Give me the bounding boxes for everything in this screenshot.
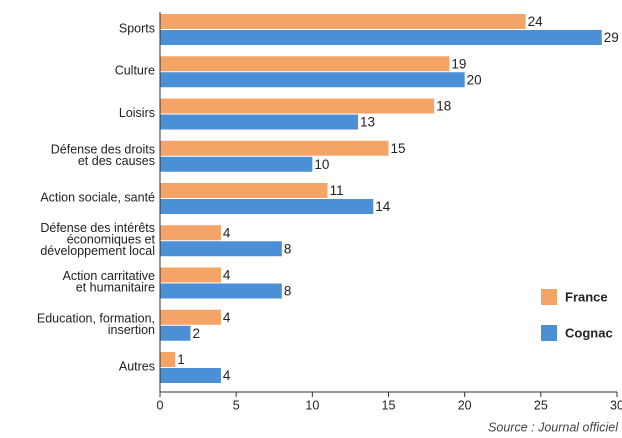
value-label: 4 xyxy=(223,225,231,240)
y-tick-label: insertion xyxy=(108,323,155,337)
bar xyxy=(160,309,221,325)
bar xyxy=(160,30,602,45)
bar xyxy=(160,183,328,198)
legend-swatch xyxy=(541,325,557,341)
value-label: 19 xyxy=(451,56,466,71)
bar xyxy=(160,283,282,299)
value-label: 29 xyxy=(604,30,619,45)
legend-label: Cognac xyxy=(565,325,613,340)
bar xyxy=(160,114,359,130)
value-label: 8 xyxy=(284,241,292,256)
y-tick-label: Action carritative xyxy=(63,269,155,283)
value-label: 4 xyxy=(223,310,231,325)
value-label: 15 xyxy=(391,141,406,156)
value-label: 10 xyxy=(314,157,329,172)
value-label: 24 xyxy=(528,14,544,29)
bar xyxy=(160,267,221,283)
value-label: 2 xyxy=(192,326,200,341)
value-label: 11 xyxy=(330,183,344,198)
y-tick-label: et des causes xyxy=(78,154,155,168)
legend-label: France xyxy=(565,289,608,304)
y-tick-label: Education, formation, xyxy=(37,311,155,325)
legend-swatch xyxy=(541,289,557,305)
bar xyxy=(160,56,450,72)
x-tick-label: 10 xyxy=(305,398,319,412)
value-label: 20 xyxy=(467,72,482,87)
y-tick-label: Culture xyxy=(115,64,155,78)
x-tick-label: 5 xyxy=(233,398,240,412)
value-label: 8 xyxy=(284,284,292,299)
x-tick-label: 15 xyxy=(382,398,396,412)
bar xyxy=(160,241,282,257)
bar xyxy=(160,325,191,341)
bar xyxy=(160,98,435,114)
bar xyxy=(160,140,389,156)
y-tick-label: économiques et xyxy=(67,233,156,247)
y-tick-label: Défense des intérêts xyxy=(40,221,155,235)
source: Source : Journal officiel xyxy=(488,420,619,434)
x-tick-label: 0 xyxy=(157,398,164,412)
bar xyxy=(160,72,465,88)
x-tick-label: 25 xyxy=(534,398,548,412)
value-label: 1 xyxy=(177,352,185,367)
y-tick-label: développement local xyxy=(40,244,155,258)
value-label: 13 xyxy=(360,115,375,130)
x-tick-label: 20 xyxy=(458,398,472,412)
value-label: 14 xyxy=(375,199,391,214)
bar xyxy=(160,368,221,383)
y-tick-label: Action sociale, santé xyxy=(40,190,155,204)
y-tick-label: Sports xyxy=(119,21,155,35)
value-label: 4 xyxy=(223,368,231,383)
bar xyxy=(160,156,313,172)
bar xyxy=(160,199,374,214)
value-label: 4 xyxy=(223,268,231,283)
y-tick-label: Autres xyxy=(119,359,155,373)
x-tick-label: 30 xyxy=(610,398,622,412)
y-tick-label: et humanitaire xyxy=(76,281,155,295)
bar xyxy=(160,14,526,29)
y-tick-label: Défense des droits xyxy=(51,142,155,156)
bar xyxy=(160,352,176,367)
bar xyxy=(160,225,221,241)
y-tick-label: Loisirs xyxy=(119,106,155,120)
value-label: 18 xyxy=(436,99,451,114)
